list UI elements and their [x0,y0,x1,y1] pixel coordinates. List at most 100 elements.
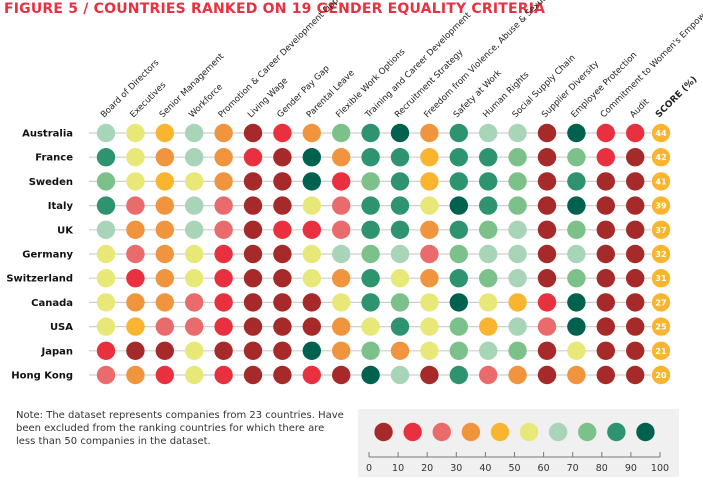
score-dot-workforce [185,148,204,167]
score-dot-human-rights [479,317,498,336]
score-dot-promotion-career-development-opportunities [214,317,233,336]
legend-swatch [461,422,481,442]
score-dot-supplier-diversity [537,220,557,239]
score-dot-social-supply-chain [508,269,527,288]
score-dot-board-of-directors [96,341,116,360]
score-dot-board-of-directors [96,269,116,288]
score-dot-flexible-work-options [332,220,351,239]
overall-score-value: 39 [655,202,667,211]
score-dot-audit [626,269,645,288]
score-dot-employee-protection [567,269,586,288]
country-label: Australia [22,129,73,140]
country-row-australia: Australia 44 [22,123,671,143]
legend-swatch [403,422,422,442]
score-dot-workforce [185,172,204,191]
score-dot-flexible-work-options [332,365,351,385]
score-dot-freedom-from-violence-abuse-sexual-harassment [420,365,439,385]
score-dot-commitment-to-women-s-empowerment [596,172,615,191]
score-dot-supplier-diversity [537,341,557,360]
score-dot-employee-protection [567,244,586,264]
score-dot-senior-management [155,341,174,360]
overall-score-value: 44 [655,129,667,138]
overall-score-badge [651,293,671,312]
score-dot-flexible-work-options [332,244,351,264]
score-dot-board-of-directors [96,196,116,215]
legend-tick-label: 80 [596,463,608,474]
score-dot-promotion-career-development-opportunities [214,220,233,239]
country-label: Sweden [29,177,73,188]
score-dot-safety-at-work [449,123,468,143]
score-dot-senior-management [155,220,174,239]
score-dot-living-wage [243,172,263,191]
score-dot-executives [126,341,145,360]
score-dot-flexible-work-options [332,172,351,191]
score-dot-training-and-career-development [361,220,380,239]
score-dot-executives [126,220,145,239]
score-dot-training-and-career-development [361,196,380,215]
score-dot-freedom-from-violence-abuse-sexual-harassment [420,148,439,167]
score-dot-training-and-career-development [361,317,380,336]
overall-score-value: 37 [655,226,666,235]
score-dot-safety-at-work [449,317,468,336]
country-row-japan: Japan 21 [41,341,671,360]
score-dot-human-rights [479,172,498,191]
score-dot-supplier-diversity [537,317,557,336]
overall-score-badge [651,220,671,239]
score-dot-promotion-career-development-opportunities [214,244,233,264]
score-dot-flexible-work-options [332,148,351,167]
score-dot-living-wage [243,317,263,336]
criterion-label-training-and-career-development: Training and Career Development [363,10,474,121]
score-dot-safety-at-work [449,172,468,191]
score-dot-commitment-to-women-s-empowerment [596,293,615,312]
score-dot-parental-leave [302,196,321,215]
score-dot-audit [626,293,645,312]
overall-score-badge [651,269,671,288]
country-label: Italy [48,201,74,212]
score-dot-executives [126,293,145,312]
score-dot-promotion-career-development-opportunities [214,148,233,167]
score-dot-board-of-directors [96,317,116,336]
score-dot-parental-leave [302,220,321,239]
score-dot-employee-protection [567,172,586,191]
score-dot-recruitment-strategy [390,244,410,264]
score-dot-freedom-from-violence-abuse-sexual-harassment [420,317,439,336]
overall-score-value: 32 [655,250,666,259]
score-dot-flexible-work-options [332,293,351,312]
overall-score-value: 41 [655,177,667,186]
score-dot-audit [626,317,645,336]
score-dot-commitment-to-women-s-empowerment [596,365,615,385]
score-dot-employee-protection [567,123,586,143]
score-dot-gender-pay-gap [273,123,292,143]
legend-tick-label: 30 [450,463,462,474]
country-label: Switzerland [6,274,73,285]
score-dot-parental-leave [302,293,321,312]
score-dot-workforce [185,220,204,239]
country-row-sweden: Sweden 41 [29,172,671,191]
legend-tick-label: 40 [479,463,491,474]
score-dot-workforce [185,341,204,360]
overall-score-value: 42 [655,153,666,162]
score-dot-promotion-career-development-opportunities [214,293,233,312]
score-dot-supplier-diversity [537,293,557,312]
score-dot-promotion-career-development-opportunities [214,365,233,385]
score-dot-employee-protection [567,317,586,336]
score-dot-flexible-work-options [332,269,351,288]
score-dot-flexible-work-options [332,341,351,360]
score-dot-training-and-career-development [361,365,380,385]
legend-swatch [636,422,655,442]
overall-score-badge [651,196,671,215]
score-dot-human-rights [479,123,498,143]
score-dot-living-wage [243,123,263,143]
overall-score-badge [651,123,671,143]
score-dot-audit [626,244,645,264]
score-dot-recruitment-strategy [390,293,410,312]
score-dot-executives [126,148,145,167]
country-label: Canada [31,298,73,309]
score-dot-living-wage [243,148,263,167]
dataset-note: Note: The dataset represents companies f… [16,410,344,447]
score-dot-promotion-career-development-opportunities [214,196,233,215]
score-dot-human-rights [479,269,498,288]
score-dot-training-and-career-development [361,341,380,360]
score-dot-executives [126,244,145,264]
score-dot-supplier-diversity [537,123,557,143]
